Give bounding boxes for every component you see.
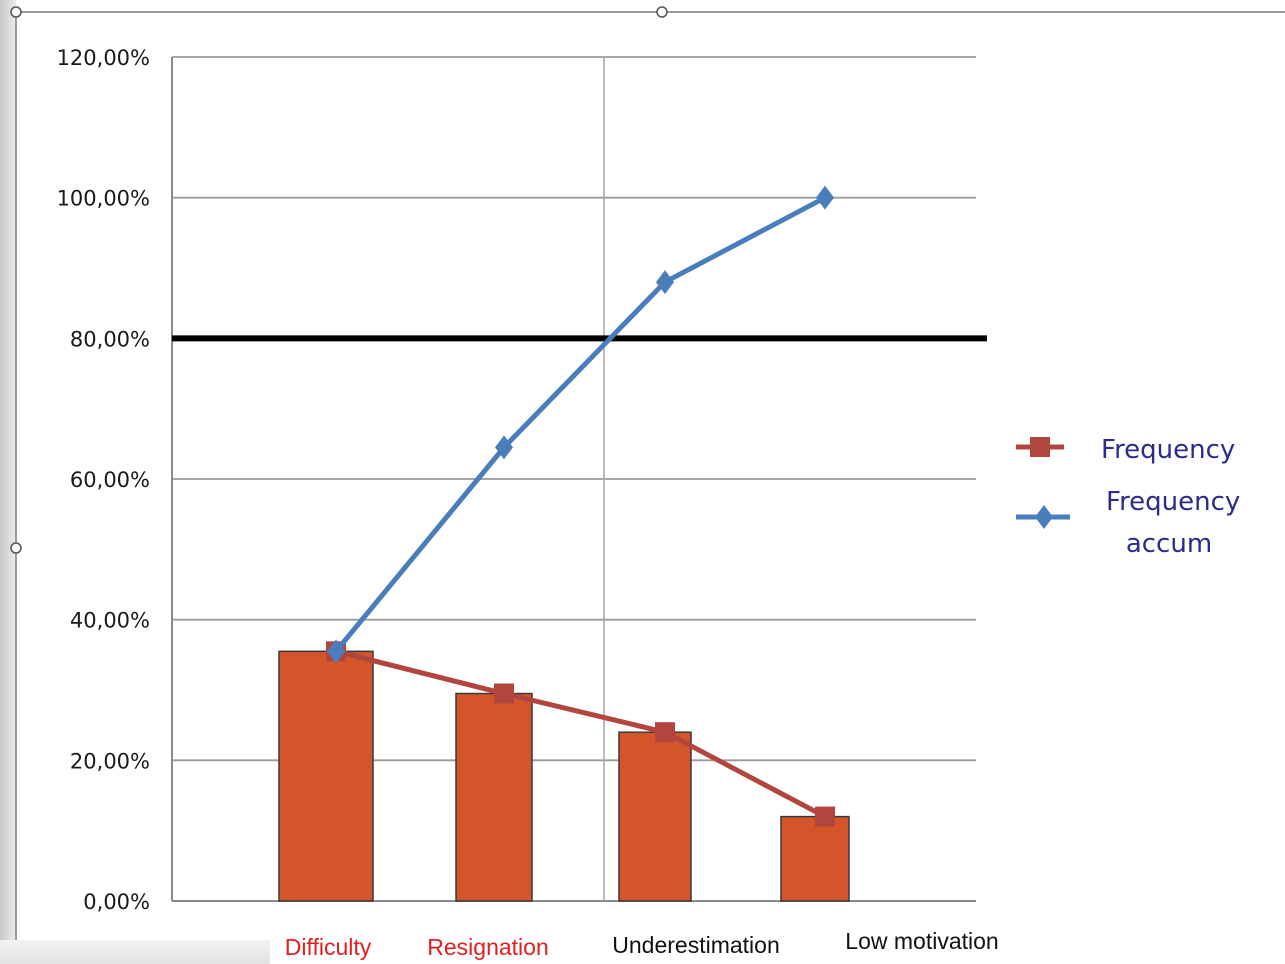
window-bottom-edge <box>0 940 270 964</box>
frequency-marker-3 <box>815 806 835 827</box>
x-axis-category-labels: Difficulty Resignation Underestimation Low … <box>285 928 999 960</box>
bar-1 <box>455 692 533 902</box>
y-tick-label: 0,00% <box>83 890 150 914</box>
series-line-1 <box>334 195 827 653</box>
x-category-label: Resignation <box>427 934 548 960</box>
bar-2 <box>618 731 692 902</box>
bar-3 <box>780 815 850 902</box>
y-tick-label: 80,00% <box>70 327 150 351</box>
accum-marker-2 <box>656 270 674 295</box>
x-category-label: Difficulty <box>285 934 372 960</box>
y-tick-label: 20,00% <box>70 749 150 773</box>
selection-frame <box>10 6 1285 940</box>
accum-marker-3 <box>816 185 834 210</box>
frequency-marker-1 <box>494 683 514 704</box>
y-axis-ticks: 0,00% 20,00% 40,00% 60,00% 80,00% 100,00% 120,… <box>57 46 150 914</box>
legend: Frequency Frequency accum <box>1016 435 1240 559</box>
y-tick-label: 120,00% <box>57 46 150 70</box>
legend-swatch-marker-accum <box>1035 505 1053 529</box>
resize-handle-top-left[interactable] <box>10 6 22 18</box>
y-tick-label: 40,00% <box>70 609 150 633</box>
x-category-label: Underestimation <box>612 932 779 958</box>
legend-swatch-marker-frequency <box>1030 437 1050 457</box>
resize-handle-left-middle[interactable] <box>10 542 22 554</box>
legend-label-accum-line2: accum <box>1126 529 1212 559</box>
accum-marker-1 <box>495 435 513 460</box>
x-category-label: Low motivation <box>845 928 998 954</box>
legend-label-frequency: Frequency <box>1101 435 1235 465</box>
series-lines <box>326 185 835 827</box>
resize-handle-top-middle[interactable] <box>656 6 668 18</box>
accum-marker-0 <box>327 639 345 664</box>
frequency-bars <box>278 650 850 902</box>
series-line-0 <box>335 648 827 819</box>
y-tick-label: 100,00% <box>57 187 150 211</box>
bar-0 <box>278 650 374 902</box>
window-left-edge <box>0 0 16 964</box>
y-tick-label: 60,00% <box>70 468 150 492</box>
legend-label-accum-line1: Frequency <box>1106 487 1240 517</box>
frequency-marker-2 <box>655 722 675 743</box>
